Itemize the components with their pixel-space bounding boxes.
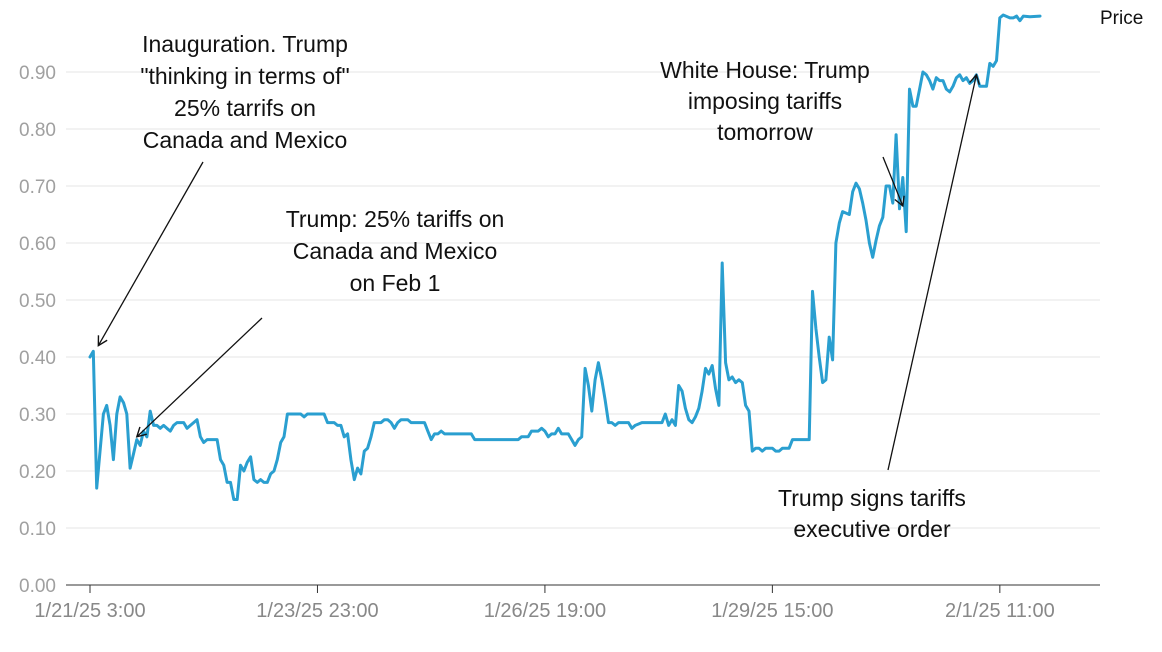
annotation-text-line: tomorrow — [717, 119, 813, 145]
y-tick-label: 0.90 — [19, 63, 56, 84]
y-axis: 0.00 0.10 0.20 0.30 0.40 0.50 0.60 0.70 0.80 0.90 — [19, 63, 56, 597]
annotation-text-line: executive order — [793, 516, 951, 542]
annotation-text-line: Inauguration. Trump — [142, 31, 348, 57]
annotation-text-line: Canada and Mexico — [143, 127, 348, 153]
annotation-2: Trump: 25% tariffs on Canada and Mexico on… — [135, 206, 505, 438]
series-layer — [88, 13, 1042, 501]
y-tick-label: 0.30 — [19, 405, 56, 426]
annotation-arrow — [135, 317, 263, 438]
annotation-text-line: "thinking in terms of" — [140, 63, 349, 89]
annotation-text-line: White House: Trump — [660, 57, 870, 83]
x-tick-label: 1/21/25 3:00 — [34, 600, 145, 622]
x-axis: 1/21/25 3:00 1/23/25 23:00 1/26/25 19:00 1/… — [34, 584, 1100, 622]
y-tick-label: 0.60 — [19, 234, 56, 255]
x-tick-label: 1/23/25 23:00 — [256, 600, 378, 622]
y-tick-label: 0.10 — [19, 519, 56, 540]
legend: Price — [1100, 8, 1143, 29]
annotation-text-line: Trump: 25% tariffs on — [286, 206, 505, 232]
annotation-1: Inauguration. Trump "thinking in terms of… — [97, 31, 350, 347]
annotation-text-line: imposing tariffs — [688, 88, 842, 114]
y-tick-label: 0.70 — [19, 177, 56, 198]
y-tick-label: 0.40 — [19, 348, 56, 369]
gridlines — [66, 71, 1100, 529]
series-line-price — [88, 13, 1042, 501]
y-tick-label: 0.80 — [19, 120, 56, 141]
y-tick-label: 0.20 — [19, 462, 56, 483]
annotation-text-line: Trump signs tariffs — [778, 485, 966, 511]
annotation-3: White House: Trump imposing tariffs tomorr… — [660, 57, 905, 208]
annotation-arrow — [882, 156, 905, 208]
legend-label-price: Price — [1100, 8, 1143, 29]
annotation-text-line: Canada and Mexico — [293, 238, 498, 264]
y-tick-label: 0.00 — [19, 576, 56, 597]
annotation-4: Trump signs tariffs executive order — [778, 73, 981, 542]
annotation-arrow — [97, 161, 204, 347]
annotation-arrow — [887, 73, 981, 471]
x-tick-label: 1/29/25 15:00 — [711, 600, 833, 622]
annotation-text-line: 25% tarrifs on — [174, 95, 316, 121]
y-tick-label: 0.50 — [19, 291, 56, 312]
annotations: Inauguration. Trump "thinking in terms of… — [97, 31, 981, 542]
x-tick-label: 1/26/25 19:00 — [484, 600, 606, 622]
annotation-text-line: on Feb 1 — [350, 270, 441, 296]
x-tick-label: 2/1/25 11:00 — [945, 600, 1055, 622]
